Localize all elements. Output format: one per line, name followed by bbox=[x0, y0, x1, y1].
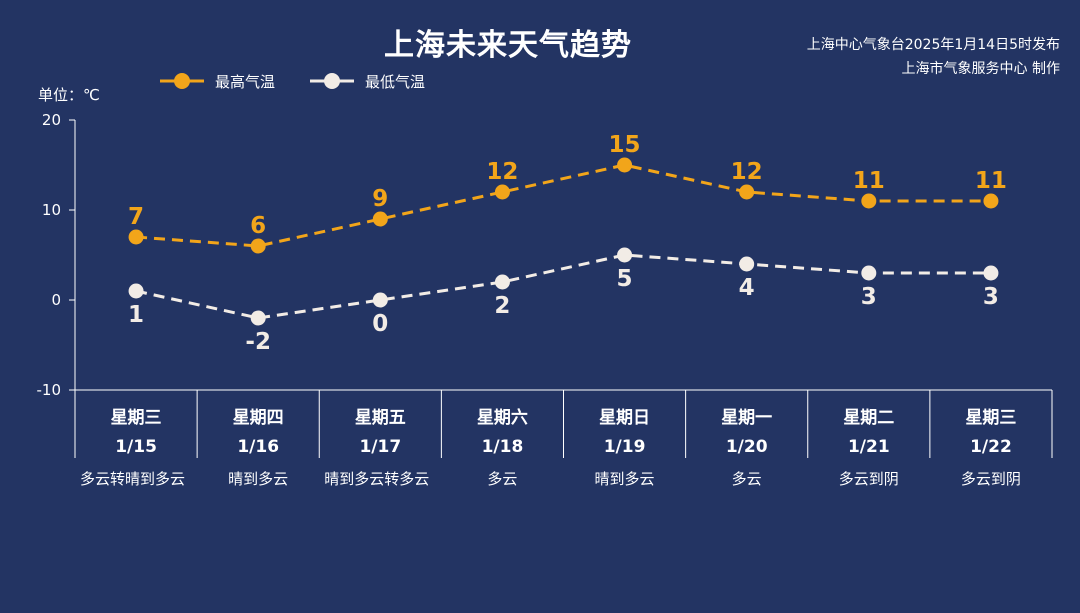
data-point-low bbox=[128, 283, 144, 299]
y-tick-label: 10 bbox=[42, 201, 61, 219]
source-line-publisher: 上海中心气象台2025年1月14日5时发布 bbox=[806, 37, 1060, 53]
data-label-high: 9 bbox=[372, 186, 388, 212]
weather-text: 多云到阴 bbox=[838, 470, 899, 488]
data-point-high bbox=[861, 193, 877, 209]
weather-text: 晴到多云 bbox=[594, 470, 655, 488]
data-point-high bbox=[372, 211, 388, 227]
y-tick-label: 0 bbox=[51, 291, 61, 309]
x-tick-label-date: 1/22 bbox=[970, 437, 1012, 457]
data-point-low bbox=[861, 265, 877, 281]
data-point-high bbox=[128, 229, 144, 245]
x-tick-label-date: 1/20 bbox=[726, 437, 768, 457]
x-tick-label-weekday: 星期日 bbox=[599, 408, 650, 428]
data-label-low: 0 bbox=[372, 311, 388, 337]
data-label-low: 3 bbox=[861, 284, 877, 310]
data-label-low: 4 bbox=[739, 275, 755, 301]
source-line-producer: 上海市气象服务中心 制作 bbox=[901, 61, 1060, 77]
data-label-low: 5 bbox=[617, 266, 633, 292]
data-label-low: -2 bbox=[245, 329, 271, 355]
y-tick-label: -10 bbox=[37, 381, 62, 399]
data-label-high: 11 bbox=[975, 168, 1007, 194]
x-tick-label-weekday: 星期三 bbox=[111, 408, 162, 428]
x-tick-label-weekday: 星期五 bbox=[355, 408, 406, 428]
x-tick-label-date: 1/16 bbox=[237, 437, 279, 457]
x-tick-label-date: 1/21 bbox=[848, 437, 890, 457]
data-point-high bbox=[250, 238, 266, 254]
weather-text: 晴到多云转多云 bbox=[324, 470, 430, 488]
data-label-low: 1 bbox=[128, 302, 144, 328]
x-tick-label-weekday: 星期二 bbox=[843, 408, 894, 428]
weather-text: 多云 bbox=[487, 470, 518, 488]
page-title: 上海未来天气趋势 bbox=[384, 28, 632, 63]
legend-swatch-high-icon bbox=[160, 73, 204, 89]
weather-text: 多云转晴到多云 bbox=[80, 470, 186, 488]
x-tick-label-weekday: 星期四 bbox=[233, 408, 284, 428]
x-tick-label-weekday: 星期三 bbox=[965, 408, 1016, 428]
data-label-high: 12 bbox=[731, 159, 763, 185]
data-point-low bbox=[250, 310, 266, 326]
unit-label: 单位：℃ bbox=[38, 86, 100, 104]
series-line-high bbox=[135, 163, 991, 248]
x-tick-label-date: 1/18 bbox=[482, 437, 524, 457]
x-tick-label-weekday: 星期一 bbox=[721, 408, 772, 428]
x-tick-label-date: 1/17 bbox=[359, 437, 401, 457]
weather-text: 多云到阴 bbox=[960, 470, 1021, 488]
data-label-high: 7 bbox=[128, 204, 144, 230]
y-tick-label: 20 bbox=[42, 111, 61, 129]
data-point-low bbox=[494, 274, 510, 290]
data-point-low bbox=[739, 256, 755, 272]
weather-text: 晴到多云 bbox=[228, 470, 289, 488]
data-point-high bbox=[739, 184, 755, 200]
data-label-low: 2 bbox=[494, 293, 510, 319]
data-point-low bbox=[983, 265, 999, 281]
data-point-low bbox=[617, 247, 633, 263]
series-line-low bbox=[135, 253, 991, 320]
data-label-high: 15 bbox=[609, 132, 641, 158]
x-tick-label-date: 1/19 bbox=[604, 437, 646, 457]
data-point-high bbox=[617, 157, 633, 173]
legend-label-high: 最高气温 bbox=[215, 73, 276, 91]
data-label-high: 11 bbox=[853, 168, 885, 194]
legend-label-low: 最低气温 bbox=[365, 73, 426, 91]
data-label-low: 3 bbox=[983, 284, 999, 310]
weather-text: 多云 bbox=[731, 470, 762, 488]
data-point-low bbox=[372, 292, 388, 308]
legend-swatch-low-icon bbox=[310, 73, 354, 89]
x-tick-label-date: 1/15 bbox=[115, 437, 157, 457]
data-label-high: 12 bbox=[486, 159, 518, 185]
data-point-high bbox=[494, 184, 510, 200]
x-tick-label-weekday: 星期六 bbox=[477, 407, 528, 428]
data-label-high: 6 bbox=[250, 213, 266, 239]
source-info: 上海中心气象台2025年1月14日5时发布 上海市气象服务中心 制作 bbox=[807, 33, 1060, 81]
data-point-high bbox=[983, 193, 999, 209]
